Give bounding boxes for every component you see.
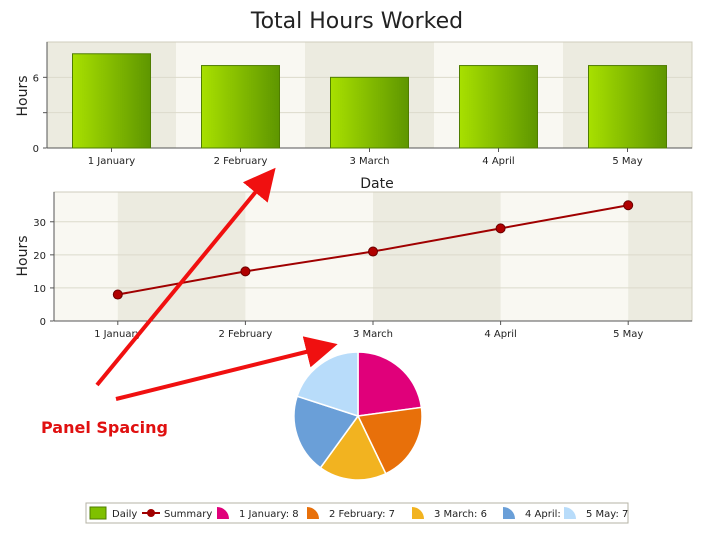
line-bg-band (117, 192, 246, 321)
bar-y-tick-label: 6 (33, 73, 39, 84)
line-x-tick-label: 5 May (613, 329, 643, 340)
line-point (495, 223, 506, 234)
legend-swatch-marker (147, 509, 155, 517)
pie-slice (356, 406, 423, 475)
line-point (240, 266, 251, 277)
legend-swatch-pie (217, 507, 229, 519)
legend: Daily Summary 1 January: 8 2 February: 7 3 M… (85, 502, 629, 524)
bar-x-tick-label: 5 May (612, 156, 642, 167)
pie-chart-panel (293, 351, 423, 481)
bar-y-axis-label: Hours (15, 75, 31, 116)
line-x-tick-label: 1 January (94, 329, 142, 340)
line-y-tick-label: 30 (33, 218, 46, 229)
line-x-tick-label: 4 April (484, 329, 516, 340)
legend-label: 2 February: 7 (329, 509, 395, 520)
line-x-tick-label: 2 February (218, 329, 272, 340)
line-y-tick-label: 10 (33, 284, 46, 295)
legend-label: 3 March: 6 (434, 509, 487, 520)
pie-slice (293, 395, 360, 469)
annotation-arrow-right (115, 336, 338, 401)
line-y-tick-label: 0 (40, 317, 46, 328)
chart-title: Total Hours Worked (250, 9, 463, 34)
bar-x-tick-label: 4 April (482, 156, 514, 167)
line-point (623, 200, 634, 211)
line-y-axis-label: Hours (15, 235, 31, 276)
legend-swatch-bar (89, 506, 107, 520)
line-bg-band (628, 192, 692, 321)
annotation-text: Panel Spacing (41, 418, 168, 437)
bar (72, 53, 151, 149)
bar-x-tick-label: 2 February (214, 156, 268, 167)
pie-slice (319, 414, 387, 481)
bar-x-tick-label: 1 January (88, 156, 136, 167)
line-chart-panel: 0 10 20 30 1 January 2 February 3 March 4 April… (33, 191, 693, 340)
legend-label: 4 April: 7 (525, 509, 570, 520)
legend-label: Summary (164, 509, 212, 520)
line-bg-band (373, 192, 501, 321)
legend-swatch-pie (564, 507, 576, 519)
panel-spacing-annotation: Panel Spacing (41, 167, 338, 437)
line-y-tick-label: 20 (33, 251, 46, 262)
bar (459, 65, 538, 149)
bar (201, 65, 280, 149)
pie-slice (357, 351, 423, 417)
bar (588, 65, 667, 149)
annotation-arrow-up (95, 167, 276, 387)
legend-label: Daily (112, 509, 137, 520)
legend-swatch-pie (307, 507, 319, 519)
bar-x-tick-label: 3 March (349, 156, 389, 167)
x-axis-label: Date (360, 176, 393, 192)
bar-y-tick-label: 0 (33, 144, 39, 155)
legend-swatch-pie (503, 507, 515, 519)
line-x-tick-label: 3 March (353, 329, 393, 340)
bar-chart-panel: 0 6 1 January 2 February 3 March 4 April 5 May (33, 41, 693, 167)
line-point (112, 289, 123, 300)
legend-swatch-pie (412, 507, 424, 519)
bar (330, 76, 409, 149)
legend-label: 5 May: 7 (586, 509, 628, 520)
line-point (368, 246, 378, 257)
legend-label: 1 January: 8 (239, 509, 299, 520)
